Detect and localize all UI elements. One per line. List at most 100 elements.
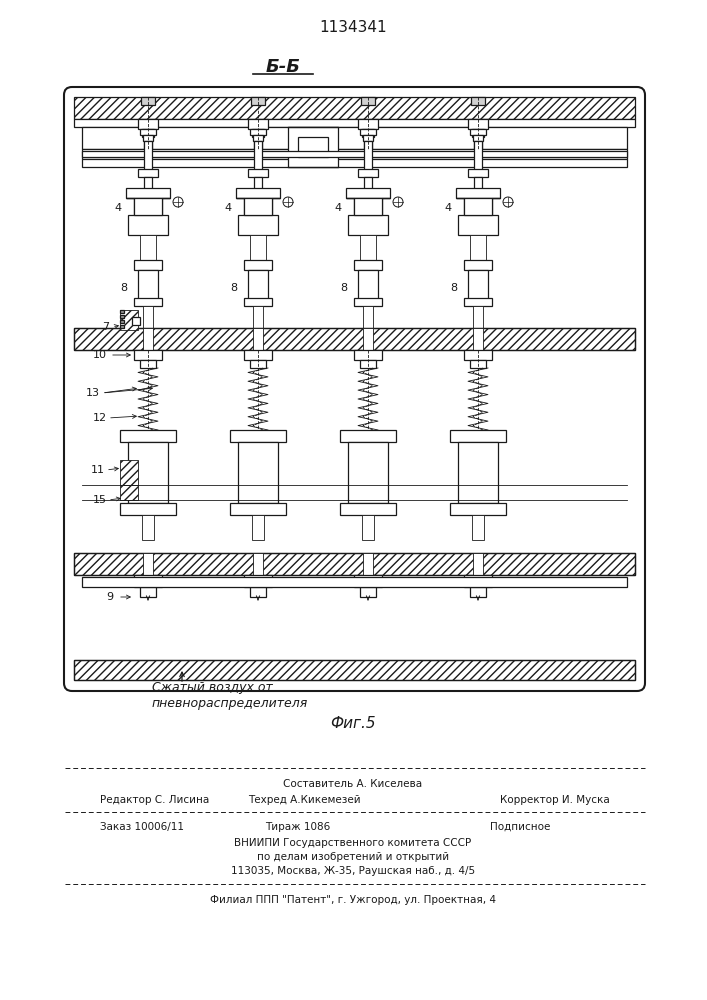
Bar xyxy=(74,660,635,680)
Text: 12: 12 xyxy=(93,413,107,423)
Bar xyxy=(128,215,168,235)
Text: 8: 8 xyxy=(230,283,238,293)
Text: 4: 4 xyxy=(115,203,122,213)
Bar xyxy=(473,328,483,350)
Polygon shape xyxy=(456,198,500,215)
Polygon shape xyxy=(126,198,170,215)
Bar xyxy=(360,129,376,135)
Bar xyxy=(82,159,627,167)
Bar xyxy=(120,310,138,330)
Text: Фиг.5: Фиг.5 xyxy=(330,716,376,732)
Bar xyxy=(354,350,382,360)
Bar xyxy=(248,270,268,300)
Bar xyxy=(144,190,152,195)
Bar xyxy=(363,328,373,350)
Polygon shape xyxy=(346,198,390,215)
Bar xyxy=(348,442,388,503)
Bar xyxy=(472,129,484,137)
Bar xyxy=(470,129,486,135)
Bar xyxy=(364,177,372,197)
Bar xyxy=(253,328,263,350)
Bar xyxy=(140,587,156,597)
Bar xyxy=(361,97,375,105)
Text: 1134341: 1134341 xyxy=(319,20,387,35)
Bar xyxy=(364,141,372,171)
Bar xyxy=(144,177,152,197)
Bar xyxy=(254,137,262,149)
Bar xyxy=(358,119,378,129)
Bar xyxy=(470,360,486,368)
Bar xyxy=(134,298,162,306)
Bar xyxy=(143,306,153,330)
Bar xyxy=(248,119,268,129)
Circle shape xyxy=(173,197,183,207)
Bar xyxy=(362,515,374,540)
Bar xyxy=(473,135,483,141)
Text: 15: 15 xyxy=(93,495,107,505)
Bar xyxy=(464,260,492,270)
FancyBboxPatch shape xyxy=(64,87,645,691)
Circle shape xyxy=(503,197,513,207)
Bar xyxy=(250,235,266,270)
Text: Б-Б: Б-Б xyxy=(266,58,300,76)
Bar xyxy=(144,141,152,171)
Bar xyxy=(298,137,328,157)
Bar xyxy=(120,430,176,442)
Bar xyxy=(250,360,266,368)
Bar xyxy=(120,320,124,323)
Bar xyxy=(363,553,373,575)
Bar xyxy=(464,198,492,215)
Bar xyxy=(120,485,138,500)
Bar xyxy=(138,119,158,129)
Bar xyxy=(348,215,388,235)
Text: Подписное: Подписное xyxy=(490,822,550,832)
Bar xyxy=(470,235,486,270)
Text: Корректор И. Муска: Корректор И. Муска xyxy=(500,795,609,805)
Bar xyxy=(358,169,378,177)
Bar xyxy=(354,298,382,306)
Bar xyxy=(140,129,156,135)
Bar xyxy=(468,169,488,177)
Bar xyxy=(474,141,482,171)
Bar xyxy=(230,430,286,442)
Bar xyxy=(244,350,272,360)
Bar xyxy=(140,360,156,368)
Bar xyxy=(473,306,483,330)
Bar xyxy=(74,119,635,127)
Bar xyxy=(354,575,382,587)
Polygon shape xyxy=(236,198,280,215)
Text: Филиал ППП "Патент", г. Ужгород, ул. Проектная, 4: Филиал ППП "Патент", г. Ужгород, ул. Про… xyxy=(210,895,496,905)
Bar xyxy=(140,235,156,270)
Text: Редактор С. Лисина: Редактор С. Лисина xyxy=(100,795,209,805)
Circle shape xyxy=(283,197,293,207)
Bar xyxy=(253,135,263,141)
Bar xyxy=(354,260,382,270)
Circle shape xyxy=(393,197,403,207)
Text: 10: 10 xyxy=(93,350,107,360)
Bar xyxy=(363,135,373,141)
Bar xyxy=(82,149,627,159)
Text: Техред А.Кикемезей: Техред А.Кикемезей xyxy=(248,795,361,805)
Text: 7: 7 xyxy=(103,322,110,332)
Text: Составитель А. Киселева: Составитель А. Киселева xyxy=(284,779,423,789)
Bar xyxy=(340,430,396,442)
Bar xyxy=(363,306,373,330)
Bar xyxy=(74,328,635,350)
Bar xyxy=(74,553,635,575)
Bar xyxy=(468,119,488,129)
Bar xyxy=(244,198,272,215)
Bar xyxy=(236,188,280,198)
Bar xyxy=(340,503,396,515)
Bar xyxy=(473,553,483,575)
Bar xyxy=(143,553,153,575)
Bar xyxy=(143,328,153,350)
Bar xyxy=(138,169,158,177)
Bar xyxy=(254,141,262,171)
Bar xyxy=(238,442,278,503)
Text: 113035, Москва, Ж-35, Раушская наб., д. 4/5: 113035, Москва, Ж-35, Раушская наб., д. … xyxy=(231,866,475,876)
Bar xyxy=(74,660,635,680)
Bar xyxy=(244,260,272,270)
Bar xyxy=(120,460,138,485)
Bar xyxy=(82,127,627,149)
Bar xyxy=(346,188,390,198)
